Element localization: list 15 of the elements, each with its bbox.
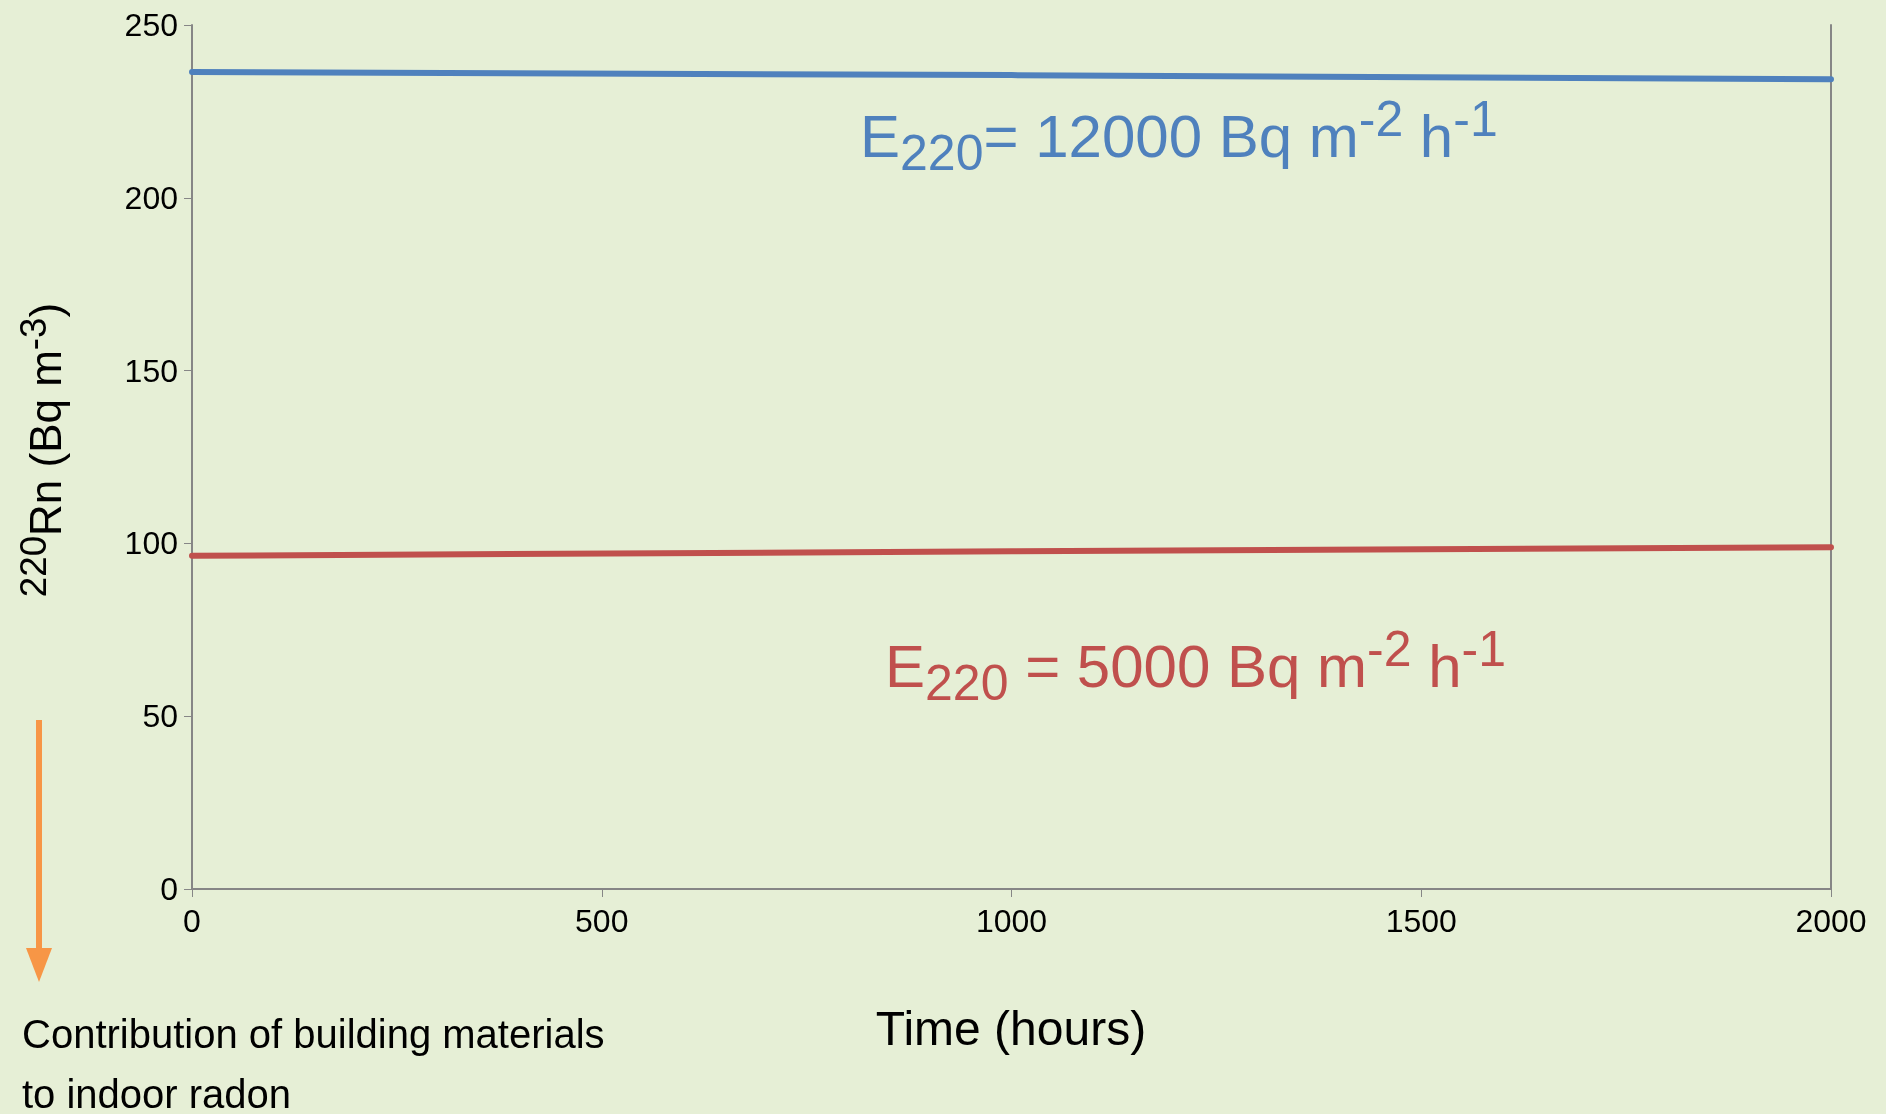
x-tick-label: 0	[183, 903, 201, 939]
annotation: E$_{220}$= 12000 Bq m$^{-2}$ h$^{-1}$	[860, 90, 1498, 182]
annotation: E$_{220}$ = 5000 Bq m$^{-2}$ h$^{-1}$	[885, 620, 1507, 712]
y-tick-label: 0	[160, 871, 178, 907]
x-tick-label: 1500	[1385, 903, 1457, 939]
y-tick-label: 200	[124, 179, 178, 216]
x-tick-label: 2000	[1795, 903, 1867, 939]
x-tick-label: 1000	[975, 903, 1048, 939]
y-tick-label: 150	[124, 352, 178, 389]
x-axis-title: Time (hours)	[875, 1000, 1147, 1056]
y-tick-label: 50	[142, 698, 178, 735]
x-tick-label: 500	[575, 903, 629, 939]
text: Contribution of building materials to indoor radon	[22, 1011, 606, 1114]
y-tick-label: 100	[124, 525, 178, 562]
y-tick-label: 250	[124, 7, 178, 43]
